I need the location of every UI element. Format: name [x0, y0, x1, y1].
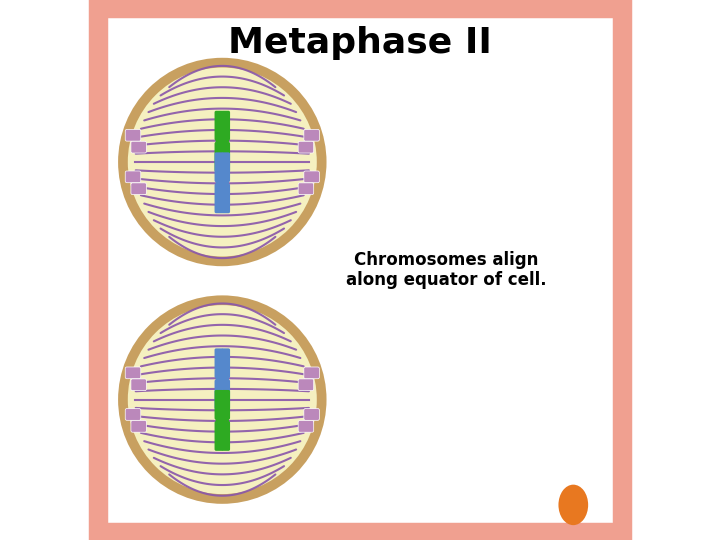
FancyBboxPatch shape: [215, 380, 223, 409]
FancyBboxPatch shape: [221, 142, 230, 172]
FancyBboxPatch shape: [221, 348, 230, 378]
FancyBboxPatch shape: [304, 171, 320, 183]
FancyBboxPatch shape: [131, 379, 146, 390]
FancyBboxPatch shape: [298, 141, 314, 153]
FancyBboxPatch shape: [215, 421, 223, 451]
FancyBboxPatch shape: [215, 390, 223, 420]
FancyBboxPatch shape: [304, 367, 320, 379]
FancyBboxPatch shape: [215, 348, 223, 378]
Ellipse shape: [128, 305, 317, 494]
FancyBboxPatch shape: [221, 111, 230, 140]
FancyBboxPatch shape: [131, 141, 146, 153]
FancyBboxPatch shape: [304, 130, 320, 141]
Ellipse shape: [559, 485, 588, 525]
FancyBboxPatch shape: [125, 171, 141, 183]
FancyBboxPatch shape: [215, 142, 223, 172]
FancyBboxPatch shape: [298, 183, 314, 194]
Ellipse shape: [118, 58, 327, 266]
FancyBboxPatch shape: [221, 421, 230, 451]
Text: Chromosomes align
along equator of cell.: Chromosomes align along equator of cell.: [346, 251, 546, 289]
FancyBboxPatch shape: [221, 184, 230, 213]
FancyBboxPatch shape: [131, 421, 146, 432]
FancyBboxPatch shape: [125, 367, 141, 379]
FancyBboxPatch shape: [221, 390, 230, 420]
FancyBboxPatch shape: [298, 421, 314, 432]
FancyBboxPatch shape: [215, 152, 223, 182]
FancyBboxPatch shape: [221, 152, 230, 182]
Ellipse shape: [118, 295, 327, 504]
FancyBboxPatch shape: [298, 379, 314, 390]
FancyBboxPatch shape: [131, 183, 146, 194]
FancyBboxPatch shape: [125, 409, 141, 420]
FancyBboxPatch shape: [221, 380, 230, 409]
Text: Metaphase II: Metaphase II: [228, 26, 492, 60]
FancyBboxPatch shape: [125, 130, 141, 141]
FancyBboxPatch shape: [304, 409, 320, 420]
FancyBboxPatch shape: [215, 184, 223, 213]
FancyBboxPatch shape: [215, 111, 223, 140]
Ellipse shape: [128, 68, 317, 256]
